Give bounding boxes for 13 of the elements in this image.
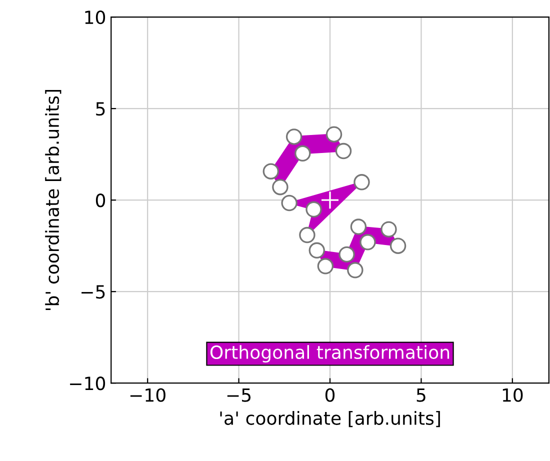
y-tick-label: −10 bbox=[70, 376, 106, 390]
x-tick-label: 0 bbox=[325, 388, 335, 402]
x-tick-label: −10 bbox=[130, 388, 166, 402]
x-tick-label: −5 bbox=[227, 388, 251, 402]
y-tick-label: 0 bbox=[96, 194, 106, 208]
x-tick-label: 10 bbox=[502, 388, 523, 402]
y-tick-label: −5 bbox=[82, 285, 105, 299]
x-axis-title: 'a' coordinate [arb.units] bbox=[220, 410, 440, 428]
y-tick-label: 10 bbox=[85, 10, 106, 24]
y-axis-title: 'b' coordinate [arb.units] bbox=[45, 90, 62, 310]
y-tick-label: 5 bbox=[96, 102, 105, 116]
annotation: Orthogonal transformation bbox=[210, 345, 450, 363]
x-tick-label: 5 bbox=[416, 388, 426, 402]
